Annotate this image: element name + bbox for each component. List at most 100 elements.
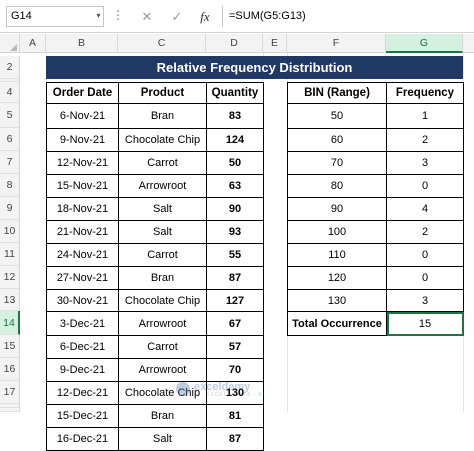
quantity-cell[interactable]: 93 xyxy=(206,220,264,244)
quantity-cell[interactable]: 90 xyxy=(206,197,264,221)
product-cell[interactable]: Bran xyxy=(118,103,207,129)
header-bin-range[interactable]: BIN (Range) xyxy=(287,82,387,104)
row-header-19[interactable]: 19 xyxy=(0,408,20,412)
order-date-cell[interactable]: 15-Dec-21 xyxy=(46,404,119,428)
quantity-cell[interactable]: 127 xyxy=(206,289,264,312)
product-cell[interactable]: Bran xyxy=(118,266,207,290)
frequency-cell[interactable]: 2 xyxy=(386,220,464,244)
bin-cell[interactable]: 70 xyxy=(287,151,387,175)
quantity-cell[interactable]: 81 xyxy=(206,404,264,428)
quantity-cell[interactable]: 83 xyxy=(206,103,264,129)
row-header-14[interactable]: 14 xyxy=(0,311,20,335)
order-date-cell[interactable]: 6-Dec-21 xyxy=(46,335,119,359)
header-product[interactable]: Product xyxy=(118,82,207,104)
name-box-dropdown-icon[interactable]: ▾ xyxy=(96,11,101,20)
product-cell[interactable]: Arrowroot xyxy=(118,358,207,382)
header-quantity[interactable]: Quantity xyxy=(206,82,264,104)
header-order-date[interactable]: Order Date xyxy=(46,82,119,104)
bin-cell[interactable]: 110 xyxy=(287,243,387,267)
frequency-cell[interactable]: 0 xyxy=(386,174,464,198)
product-cell[interactable]: Salt xyxy=(118,197,207,221)
column-header-b[interactable]: B xyxy=(46,34,118,53)
column-header-g[interactable]: G xyxy=(386,34,463,53)
frequency-cell[interactable]: 3 xyxy=(386,151,464,175)
row-header-13[interactable]: 13 xyxy=(0,289,20,311)
bin-cell[interactable]: 50 xyxy=(287,103,387,129)
product-cell[interactable]: Carrot xyxy=(118,151,207,175)
column-header-a[interactable]: A xyxy=(20,34,46,53)
frequency-cell[interactable]: 4 xyxy=(386,197,464,221)
order-date-cell[interactable]: 21-Nov-21 xyxy=(46,220,119,244)
drag-handle-icon[interactable] xyxy=(112,8,124,23)
row-header-4[interactable]: 4 xyxy=(0,82,20,103)
bin-cell[interactable]: 90 xyxy=(287,197,387,221)
product-cell[interactable]: Carrot xyxy=(118,243,207,267)
quantity-cell[interactable]: 57 xyxy=(206,335,264,359)
product-cell[interactable]: Chocolate Chip xyxy=(118,128,207,152)
row-header-7[interactable]: 7 xyxy=(0,151,20,174)
order-date-cell[interactable]: 6-Nov-21 xyxy=(46,103,119,129)
order-date-cell[interactable]: 16-Dec-21 xyxy=(46,427,119,451)
quantity-cell[interactable]: 87 xyxy=(206,427,264,451)
header-frequency[interactable]: Frequency xyxy=(386,82,464,104)
row-header-15[interactable]: 15 xyxy=(0,335,20,358)
quantity-cell[interactable]: 70 xyxy=(206,358,264,382)
total-occurrence-label[interactable]: Total Occurrence xyxy=(287,311,387,336)
frequency-cell[interactable]: 2 xyxy=(386,128,464,152)
order-date-cell[interactable]: 3-Dec-21 xyxy=(46,311,119,336)
quantity-cell[interactable]: 87 xyxy=(206,266,264,290)
row-header-11[interactable]: 11 xyxy=(0,243,20,266)
bin-cell[interactable]: 60 xyxy=(287,128,387,152)
select-all-button[interactable] xyxy=(0,34,20,53)
row-header-16[interactable]: 16 xyxy=(0,358,20,381)
row-header-6[interactable]: 6 xyxy=(0,128,20,151)
product-cell[interactable]: Arrowroot xyxy=(118,311,207,336)
order-date-cell[interactable]: 15-Nov-21 xyxy=(46,174,119,198)
bin-cell[interactable]: 80 xyxy=(287,174,387,198)
product-cell[interactable]: Bran xyxy=(118,404,207,428)
column-header-e[interactable]: E xyxy=(263,34,287,53)
cancel-icon[interactable]: ✕ xyxy=(141,9,153,24)
order-date-cell[interactable]: 12-Dec-21 xyxy=(46,381,119,405)
frequency-cell[interactable]: 0 xyxy=(386,243,464,267)
order-date-cell[interactable]: 9-Nov-21 xyxy=(46,128,119,152)
row-header-17[interactable]: 17 xyxy=(0,381,20,404)
product-cell[interactable]: Chocolate Chip xyxy=(118,381,207,405)
column-header-f[interactable]: F xyxy=(287,34,386,53)
quantity-cell[interactable]: 63 xyxy=(206,174,264,198)
frequency-cell[interactable]: 0 xyxy=(386,266,464,290)
product-cell[interactable]: Chocolate Chip xyxy=(118,289,207,312)
quantity-cell[interactable]: 124 xyxy=(206,128,264,152)
enter-icon[interactable]: ✓ xyxy=(171,9,183,24)
row-header-5[interactable]: 5 xyxy=(0,103,20,128)
quantity-cell[interactable]: 67 xyxy=(206,311,264,336)
formula-input[interactable]: =SUM(G5:G13) xyxy=(222,6,472,27)
frequency-cell[interactable]: 1 xyxy=(386,103,464,129)
column-header-c[interactable]: C xyxy=(118,34,206,53)
row-header-3[interactable]: 3 xyxy=(0,79,20,82)
order-date-cell[interactable]: 24-Nov-21 xyxy=(46,243,119,267)
order-date-cell[interactable]: 27-Nov-21 xyxy=(46,266,119,290)
bin-cell[interactable]: 130 xyxy=(287,289,387,312)
quantity-cell[interactable]: 55 xyxy=(206,243,264,267)
total-occurrence-cell[interactable]: 15 xyxy=(386,311,464,336)
order-date-cell[interactable]: 9-Dec-21 xyxy=(46,358,119,382)
row-header-2[interactable]: 2 xyxy=(0,56,20,79)
row-header-8[interactable]: 8 xyxy=(0,174,20,197)
row-header-18[interactable]: 18 xyxy=(0,404,20,408)
bin-cell[interactable]: 120 xyxy=(287,266,387,290)
order-date-cell[interactable]: 12-Nov-21 xyxy=(46,151,119,175)
quantity-cell[interactable]: 50 xyxy=(206,151,264,175)
frequency-cell[interactable]: 3 xyxy=(386,289,464,312)
order-date-cell[interactable]: 18-Nov-21 xyxy=(46,197,119,221)
order-date-cell[interactable]: 30-Nov-21 xyxy=(46,289,119,312)
insert-function-icon[interactable]: fx xyxy=(200,9,210,24)
table-title[interactable]: Relative Frequency Distribution xyxy=(46,56,463,79)
product-cell[interactable]: Arrowroot xyxy=(118,174,207,198)
bin-cell[interactable]: 100 xyxy=(287,220,387,244)
product-cell[interactable]: Salt xyxy=(118,220,207,244)
column-header-d[interactable]: D xyxy=(206,34,263,53)
product-cell[interactable]: Carrot xyxy=(118,335,207,359)
name-box[interactable]: G14 xyxy=(6,6,104,27)
row-header-10[interactable]: 10 xyxy=(0,220,20,243)
